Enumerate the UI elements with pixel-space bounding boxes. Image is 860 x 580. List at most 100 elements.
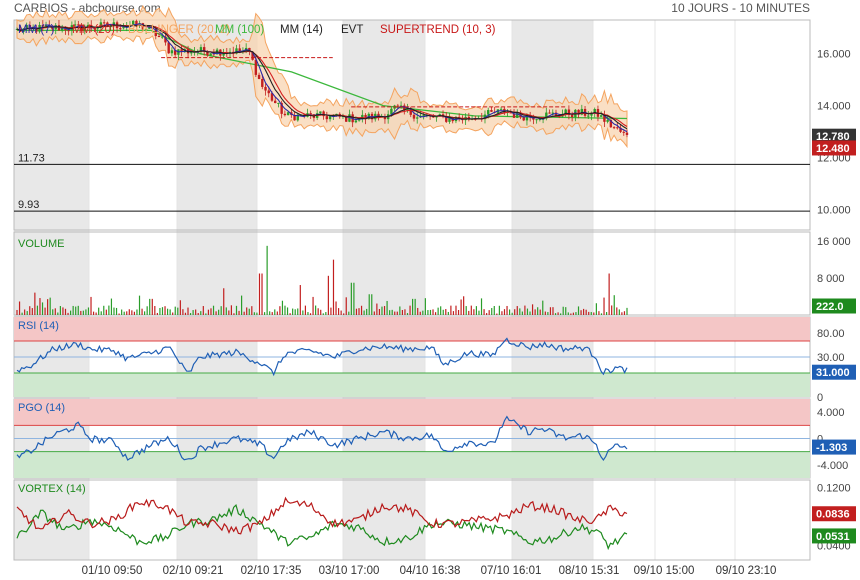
x-axis: 01/10 09:50 02/10 09:21 02/10 17:35 03/10 1… bbox=[82, 565, 777, 577]
candle-body bbox=[270, 93, 274, 101]
candle-body bbox=[28, 25, 32, 28]
candle-body bbox=[396, 105, 400, 107]
candle-body bbox=[422, 115, 425, 117]
volume-last-label-bg bbox=[812, 298, 856, 314]
vortex-minus-line bbox=[16, 496, 628, 535]
candle-body bbox=[564, 109, 567, 114]
x-tick-label-8: 09/10 23:10 bbox=[716, 565, 777, 577]
legend-item-1: MM (20) bbox=[72, 24, 115, 36]
bollinger-band bbox=[16, 4, 628, 149]
session-shade-0 bbox=[14, 20, 89, 560]
candle-body bbox=[619, 127, 622, 132]
pgo-tick-2: -4.000 bbox=[817, 460, 848, 472]
candle-body bbox=[606, 119, 609, 122]
candle-body bbox=[170, 50, 174, 54]
candle-body bbox=[483, 114, 487, 120]
candle-body bbox=[328, 115, 332, 120]
session-shade-1 bbox=[177, 20, 257, 560]
x-tick-label-6: 08/10 15:31 bbox=[559, 565, 620, 577]
pgo-panel bbox=[16, 415, 628, 462]
candle-body bbox=[535, 119, 538, 121]
rsi-tick-0: 80.00 bbox=[817, 328, 845, 340]
candle-body bbox=[96, 27, 99, 29]
candle-body bbox=[403, 105, 406, 111]
candle-body bbox=[522, 117, 525, 121]
candle-body bbox=[406, 108, 409, 111]
legend-item-0: MM (7) bbox=[18, 24, 55, 36]
candle-body bbox=[567, 109, 571, 116]
candle-body bbox=[131, 20, 135, 26]
legend-item-3: MM (100) bbox=[215, 24, 264, 36]
vortex-last-label-1-bg bbox=[812, 528, 856, 544]
candle-body bbox=[190, 52, 193, 54]
pgo-last-label-bg bbox=[812, 439, 856, 455]
level-label-1: 9.93 bbox=[18, 199, 39, 211]
pgo-tick-0: 4.000 bbox=[817, 407, 845, 419]
candle-body bbox=[499, 108, 503, 110]
candle-body bbox=[60, 27, 64, 31]
candle-body bbox=[516, 112, 519, 118]
candle-body bbox=[322, 111, 325, 117]
candle-body bbox=[167, 42, 170, 54]
candle-body bbox=[261, 78, 264, 87]
candle-body bbox=[73, 24, 77, 26]
candle-body bbox=[545, 112, 548, 119]
legend-item-2: BOLLINGER (20, 2) bbox=[128, 24, 230, 36]
candle-body bbox=[616, 127, 619, 129]
rsi-label: RSI (14) bbox=[18, 320, 59, 332]
vortex-panel bbox=[16, 496, 628, 551]
volume-frame bbox=[13, 231, 811, 316]
rsi-tick-1: 0 bbox=[817, 392, 823, 404]
vortex-last-label-0: 0.0836 bbox=[816, 509, 850, 521]
candle-body bbox=[593, 109, 596, 113]
candle-body bbox=[361, 114, 364, 119]
x-tick-label-1: 02/10 09:21 bbox=[163, 565, 224, 577]
candle-body bbox=[86, 24, 90, 28]
x-tick-label-5: 07/10 16:01 bbox=[481, 565, 542, 577]
candle-body bbox=[109, 26, 112, 28]
legend-item-4: MM (14) bbox=[280, 24, 323, 36]
vortex-label: VORTEX (14) bbox=[18, 483, 86, 495]
x-tick-label-7: 09/10 15:00 bbox=[634, 565, 695, 577]
legend-item-6: SUPERTREND (10, 3) bbox=[380, 24, 496, 36]
candle-body bbox=[222, 53, 225, 56]
candle-body bbox=[135, 20, 138, 26]
candle-body bbox=[599, 115, 603, 117]
candle-body bbox=[248, 47, 251, 52]
candle-body bbox=[570, 115, 574, 118]
candle-body bbox=[345, 115, 348, 122]
candle-body bbox=[548, 112, 551, 114]
candle-body bbox=[264, 86, 267, 91]
pgo-high-zone bbox=[14, 399, 810, 426]
candle-body bbox=[274, 100, 277, 104]
candle-body bbox=[625, 132, 629, 136]
candle-body bbox=[280, 102, 283, 114]
vortex-frame bbox=[13, 479, 811, 561]
candle-body bbox=[102, 22, 106, 24]
pgo-label: PGO (14) bbox=[18, 402, 65, 414]
candle-body bbox=[206, 51, 209, 56]
candle-body bbox=[354, 120, 358, 123]
candle-body bbox=[277, 102, 280, 104]
candle-body bbox=[612, 127, 616, 129]
pgo-line bbox=[16, 415, 628, 462]
candle-body bbox=[25, 25, 28, 29]
price-panel: 11.73 9.93 bbox=[14, 4, 810, 212]
candle-body bbox=[348, 114, 351, 122]
price-tick-3: 10.000 bbox=[817, 204, 851, 216]
candle-body bbox=[83, 27, 86, 32]
rsi-line bbox=[16, 337, 628, 377]
candle-body bbox=[587, 115, 590, 117]
candle-body bbox=[238, 48, 241, 52]
price-last-label-0-bg bbox=[812, 128, 856, 144]
candle-body bbox=[293, 114, 296, 121]
candle-body bbox=[590, 112, 593, 116]
pgo-tick-1: 0 bbox=[817, 434, 823, 446]
price-tick-0: 16.000 bbox=[817, 49, 851, 61]
candle-body bbox=[199, 47, 203, 52]
candle-body bbox=[151, 26, 154, 29]
candle-body bbox=[538, 118, 542, 120]
candle-body bbox=[99, 22, 103, 28]
